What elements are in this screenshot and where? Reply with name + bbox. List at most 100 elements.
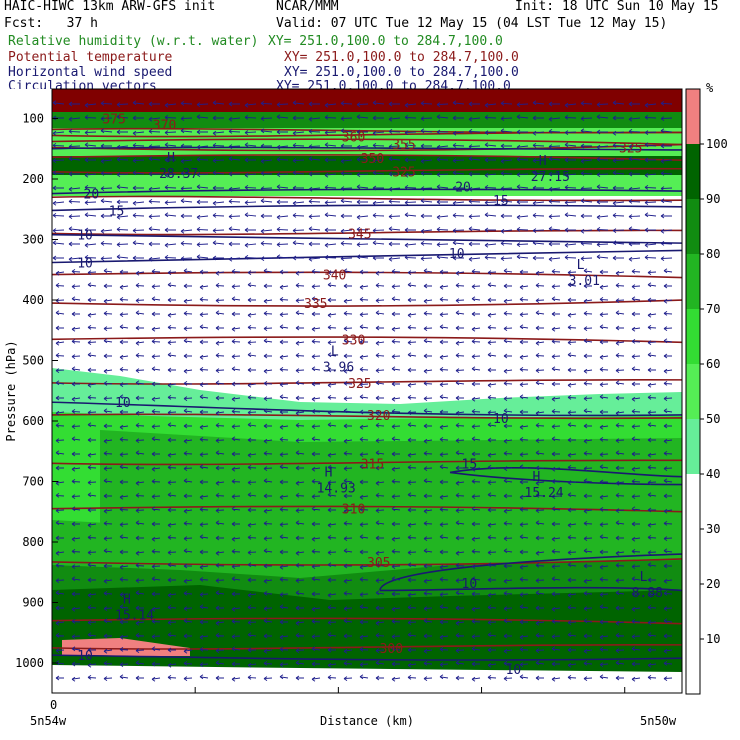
- circulation-vector: [391, 296, 401, 302]
- circulation-vector: [292, 255, 304, 261]
- circulation-vector: [455, 368, 465, 373]
- circulation-vector: [628, 256, 641, 262]
- circulation-vector: [647, 507, 656, 513]
- circulation-vector: [487, 325, 497, 330]
- circulation-vector: [247, 535, 257, 540]
- theta-contour: [51, 271, 683, 279]
- circulation-vector: [487, 282, 497, 288]
- circulation-vector: [452, 130, 465, 136]
- circulation-vector: [164, 130, 177, 135]
- circulation-vector: [87, 562, 97, 568]
- circulation-vector: [244, 212, 257, 218]
- circulation-vector: [391, 436, 401, 442]
- circulation-vector: [535, 620, 545, 626]
- circulation-vector: [292, 170, 305, 176]
- circulation-vector: [423, 353, 432, 359]
- circulation-vector: [183, 591, 193, 596]
- circulation-vector: [71, 381, 80, 387]
- circulation-vector: [199, 284, 209, 290]
- circulation-vector: [647, 367, 656, 373]
- circulation-vector: [391, 619, 401, 624]
- circulation-vector: [343, 283, 352, 289]
- circulation-vector: [455, 633, 465, 638]
- circulation-vector: [404, 185, 417, 190]
- circulation-vector: [260, 198, 273, 204]
- circulation-vector: [167, 550, 177, 555]
- circulation-vector: [423, 676, 433, 681]
- circulation-vector: [311, 521, 320, 527]
- circulation-vector: [583, 268, 593, 274]
- wind-speed-label: 10: [462, 577, 478, 592]
- circulation-vector: [471, 494, 481, 499]
- circulation-vector: [551, 326, 561, 332]
- circulation-vector: [196, 114, 209, 120]
- circulation-vector: [164, 172, 177, 178]
- circulation-vector: [535, 633, 545, 638]
- circulation-vector: [324, 142, 337, 148]
- circulation-vector: [231, 436, 241, 442]
- circulation-vector: [375, 550, 385, 556]
- circulation-vector: [423, 633, 432, 639]
- circulation-vector: [359, 269, 368, 275]
- field-wind-xy: XY= 251.0,100.0 to 284.7,100.0: [284, 65, 519, 80]
- circulation-vector: [660, 256, 673, 261]
- circulation-vector: [116, 254, 129, 260]
- circulation-vector: [103, 563, 112, 569]
- circulation-vector: [407, 675, 417, 680]
- circulation-vector: [468, 214, 481, 219]
- circulation-vector: [551, 661, 560, 667]
- circulation-vector: [372, 213, 385, 218]
- circulation-vector: [71, 634, 81, 639]
- circulation-vector: [500, 241, 513, 246]
- circulation-vector: [439, 324, 449, 330]
- circulation-vector: [135, 648, 145, 653]
- circulation-vector: [84, 212, 97, 218]
- circulation-vector: [596, 114, 609, 120]
- circulation-vector: [295, 620, 305, 626]
- circulation-vector: [583, 368, 593, 374]
- circulation-vector: [551, 634, 561, 639]
- circulation-vector: [199, 634, 209, 640]
- circulation-vector: [244, 200, 257, 205]
- circulation-vector: [199, 452, 209, 457]
- circulation-vector: [199, 662, 209, 667]
- circulation-vector: [567, 577, 576, 583]
- circulation-vector: [119, 437, 129, 442]
- circulation-vector: [119, 647, 129, 652]
- circulation-vector: [356, 102, 369, 107]
- circulation-vector: [500, 116, 513, 121]
- circulation-vector: [167, 352, 177, 358]
- circulation-vector: [423, 368, 433, 374]
- circulation-vector: [503, 438, 513, 444]
- circulation-vector: [532, 143, 545, 148]
- circulation-vector: [324, 200, 337, 205]
- circulation-vector: [196, 157, 209, 162]
- circulation-vector: [596, 144, 609, 150]
- circulation-vector: [359, 367, 369, 372]
- circulation-vector: [407, 282, 417, 288]
- circulation-vector: [247, 620, 257, 625]
- circulation-vector: [244, 157, 256, 163]
- circulation-vector: [503, 548, 513, 554]
- circulation-vector: [212, 100, 225, 106]
- circulation-vector: [388, 156, 401, 162]
- circulation-vector: [324, 185, 337, 190]
- circulation-vector: [359, 437, 369, 442]
- circulation-vector: [516, 129, 528, 135]
- circulation-vector: [119, 324, 129, 330]
- circulation-vector: [167, 480, 177, 485]
- circulation-vector: [487, 592, 497, 598]
- circulation-vector: [455, 620, 465, 626]
- circulation-vector: [391, 381, 400, 387]
- circulation-vector: [388, 199, 401, 204]
- theta-contour: [51, 138, 683, 146]
- circulation-vector: [276, 214, 289, 220]
- circulation-vector: [407, 492, 417, 498]
- circulation-vector: [631, 466, 641, 472]
- circulation-vector: [279, 284, 289, 290]
- circulation-vector: [391, 591, 400, 597]
- circulation-vector: [55, 633, 65, 638]
- circulation-vector: [263, 661, 273, 666]
- circulation-vector: [212, 213, 225, 218]
- circulation-vector: [423, 381, 433, 386]
